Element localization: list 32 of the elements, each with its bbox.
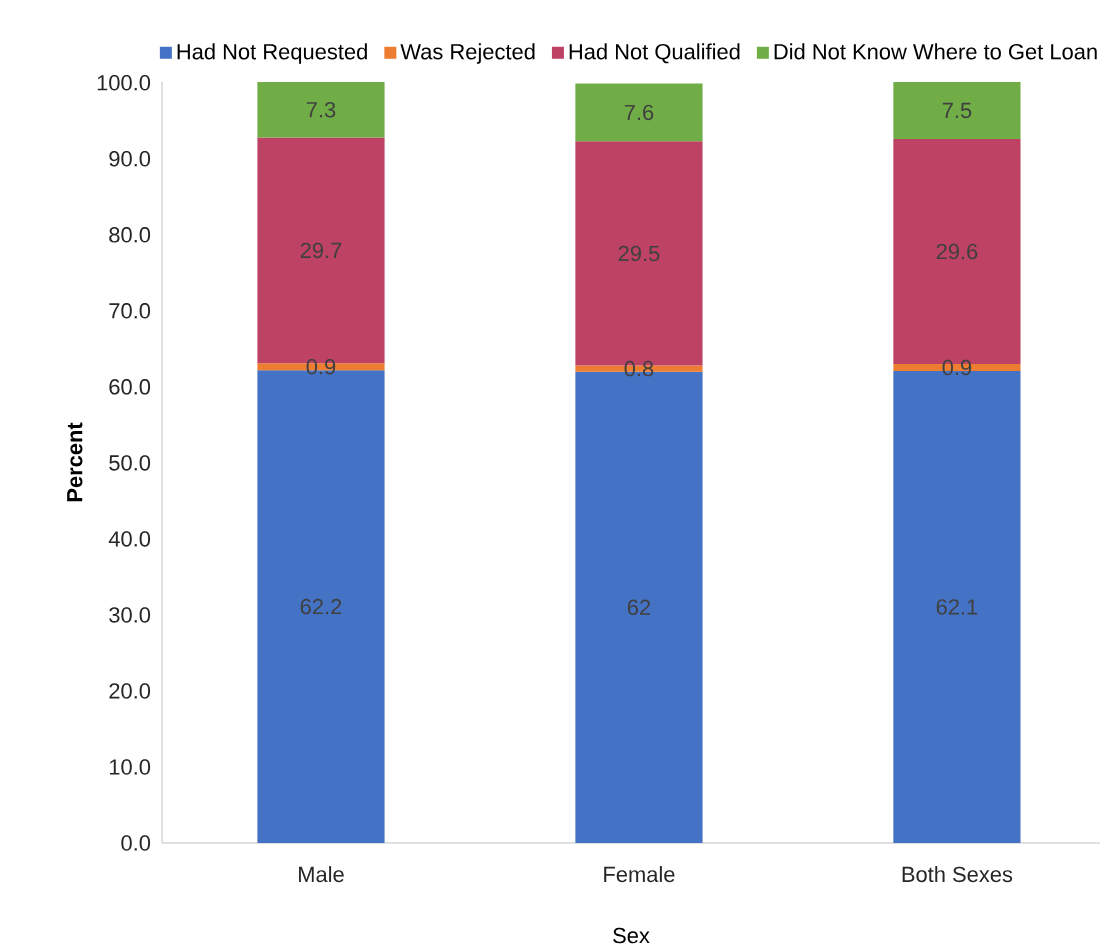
x-tick-label: Female <box>604 866 675 883</box>
y-tick-label: 40.0 <box>108 531 151 547</box>
legend-label: Did Not Know Where to Get Loan <box>774 43 1097 60</box>
x-axis-title: Sex <box>613 927 650 944</box>
y-tick-label: 80.0 <box>109 227 151 243</box>
y-tick-label: 90.0 <box>109 151 151 167</box>
y-tick-label: 70.0 <box>109 303 151 319</box>
y-axis-title: Percent <box>67 422 83 502</box>
data-label: 7.6 <box>624 104 654 121</box>
y-tick-label: 30.0 <box>109 607 151 623</box>
data-label: 62 <box>627 599 651 616</box>
data-label: 7.3 <box>306 102 336 118</box>
bar <box>893 81 1021 140</box>
data-label: 62.1 <box>936 599 978 615</box>
bar <box>575 83 703 142</box>
data-label: 29.6 <box>936 243 978 260</box>
y-tick-label: 20.0 <box>109 683 151 699</box>
y-tick-label: 50.0 <box>109 455 151 471</box>
y-tick-label: 60.0 <box>109 379 151 395</box>
bar <box>257 81 385 138</box>
legend-label: Had Not Requested <box>177 43 367 64</box>
legend-label: Was Rejected <box>400 43 535 64</box>
data-label: 7.5 <box>942 102 972 119</box>
x-tick-label: Both Sexes <box>902 866 1013 883</box>
data-label: 62.2 <box>300 598 342 615</box>
x-tick-label: Male <box>299 866 344 883</box>
legend-label: Had Not Qualified <box>569 43 740 64</box>
data-label: 29.5 <box>618 245 660 262</box>
data-label: 29.7 <box>300 242 342 259</box>
y-tick-label: 10.0 <box>109 759 151 775</box>
y-tick-label: 0.0 <box>121 835 151 851</box>
y-tick-label: 100.0 <box>97 75 151 91</box>
